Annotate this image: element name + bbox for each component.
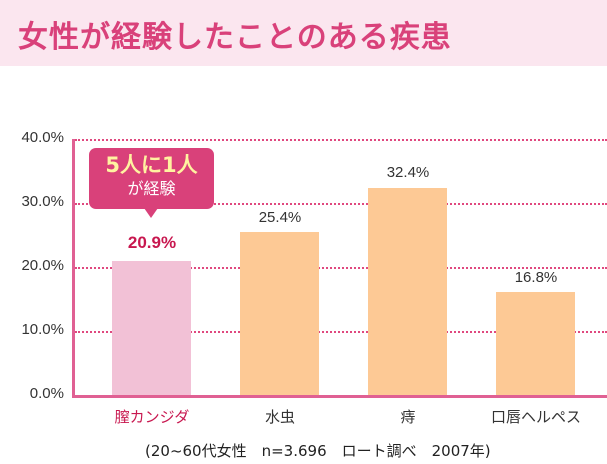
callout-tail (144, 208, 158, 218)
title-banner: 女性が経験したことのある疾患 (0, 0, 607, 66)
bar-herpes (496, 292, 575, 395)
callout-line2: が経験 (127, 179, 176, 198)
y-tick-10: 10.0% (21, 321, 64, 338)
value-label-candida: 20.9% (127, 233, 177, 252)
value-label-athletes-foot: 25.4% (258, 209, 302, 226)
bar-hemorrhoids (368, 188, 447, 395)
gridline-20 (75, 267, 607, 269)
bar-candida (112, 261, 191, 395)
category-label-hemorrhoids: 痔 (400, 408, 416, 426)
value-label-hemorrhoids: 32.4% (386, 164, 430, 181)
y-axis (72, 139, 75, 397)
y-tick-0: 0.0% (29, 385, 64, 402)
category-label-candida: 膣カンジダ (114, 408, 190, 426)
gridline-30 (75, 203, 607, 205)
x-axis (72, 395, 607, 398)
value-label-herpes: 16.8% (514, 269, 558, 286)
y-tick-20: 20.0% (21, 257, 64, 274)
chart-title: 女性が経験したことのある疾患 (18, 20, 452, 55)
y-tick-30: 30.0% (21, 193, 64, 210)
callout-line1: 5人に1人 (105, 153, 198, 177)
category-label-herpes: 口唇ヘルペス (490, 408, 581, 426)
callout-bubble: 5人に1人 が経験 (89, 148, 214, 218)
y-tick-40: 40.0% (21, 129, 64, 146)
gridline-40 (75, 139, 607, 141)
category-label-athletes-foot: 水虫 (264, 408, 295, 426)
bar-athletes-foot (240, 232, 319, 395)
gridline-10 (75, 331, 607, 333)
footnote: (20~60代女性 n=3.696 ロート調べ 2007年) (145, 442, 491, 460)
